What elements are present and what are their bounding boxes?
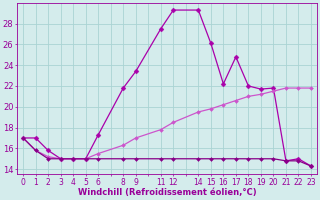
X-axis label: Windchill (Refroidissement éolien,°C): Windchill (Refroidissement éolien,°C) [78, 188, 256, 197]
